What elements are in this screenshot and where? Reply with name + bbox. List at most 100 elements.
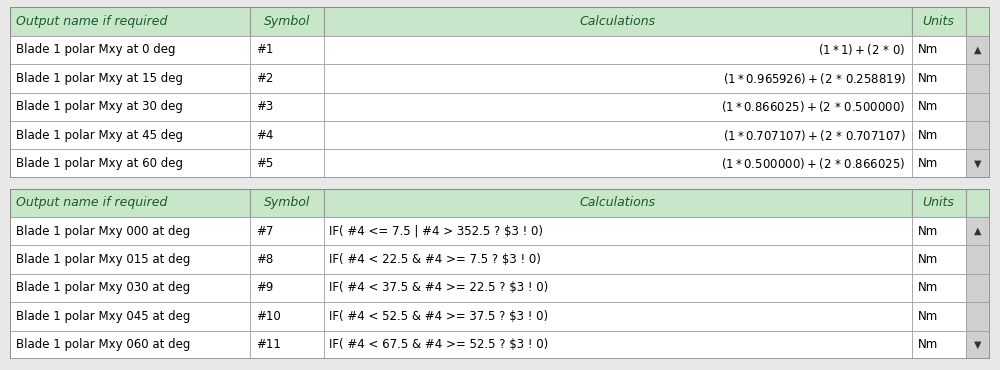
- Bar: [10, 245, 250, 274]
- Bar: [250, 36, 324, 64]
- Bar: [10, 330, 250, 359]
- Bar: [10, 217, 250, 245]
- Text: Nm: Nm: [917, 157, 938, 170]
- Text: Nm: Nm: [917, 72, 938, 85]
- Text: Output name if required: Output name if required: [16, 15, 167, 28]
- Bar: [250, 92, 324, 121]
- Text: Nm: Nm: [917, 43, 938, 57]
- Text: #4: #4: [256, 128, 273, 142]
- Bar: [324, 64, 912, 92]
- Text: Blade 1 polar Mxy at 45 deg: Blade 1 polar Mxy at 45 deg: [16, 128, 183, 142]
- Bar: [10, 36, 250, 64]
- Text: Nm: Nm: [917, 128, 938, 142]
- Text: Nm: Nm: [917, 100, 938, 113]
- Text: #9: #9: [256, 282, 273, 295]
- Bar: [966, 245, 990, 274]
- Bar: [324, 36, 912, 64]
- Bar: [250, 245, 324, 274]
- Text: Units: Units: [923, 196, 954, 209]
- Text: #8: #8: [256, 253, 273, 266]
- Bar: [250, 189, 324, 217]
- Text: Nm: Nm: [917, 282, 938, 295]
- Bar: [324, 149, 912, 178]
- Bar: [912, 36, 966, 64]
- Bar: [250, 7, 324, 36]
- Bar: [324, 92, 912, 121]
- Bar: [912, 330, 966, 359]
- Text: ($1 * 0.866025) + ($2 * 0.500000): ($1 * 0.866025) + ($2 * 0.500000): [721, 99, 906, 114]
- Bar: [10, 302, 250, 330]
- Text: Blade 1 polar Mxy 060 at deg: Blade 1 polar Mxy 060 at deg: [16, 338, 190, 351]
- Bar: [324, 189, 912, 217]
- Bar: [912, 92, 966, 121]
- Bar: [966, 64, 990, 92]
- Text: Blade 1 polar Mxy 030 at deg: Blade 1 polar Mxy 030 at deg: [16, 282, 190, 295]
- Bar: [250, 149, 324, 178]
- Text: Nm: Nm: [917, 225, 938, 238]
- Bar: [912, 217, 966, 245]
- Bar: [966, 330, 990, 359]
- Bar: [324, 330, 912, 359]
- Text: ▲: ▲: [974, 226, 981, 236]
- Text: Blade 1 polar Mxy at 60 deg: Blade 1 polar Mxy at 60 deg: [16, 157, 183, 170]
- Text: Nm: Nm: [917, 310, 938, 323]
- Bar: [250, 217, 324, 245]
- Text: IF( #4 < 37.5 & #4 >= 22.5 ? $3 ! 0): IF( #4 < 37.5 & #4 >= 22.5 ? $3 ! 0): [329, 282, 549, 295]
- Bar: [10, 64, 250, 92]
- Text: ▼: ▼: [974, 158, 981, 168]
- Text: Blade 1 polar Mxy at 30 deg: Blade 1 polar Mxy at 30 deg: [16, 100, 183, 113]
- Bar: [912, 274, 966, 302]
- Bar: [966, 189, 990, 217]
- Bar: [10, 121, 250, 149]
- Bar: [250, 302, 324, 330]
- Bar: [324, 302, 912, 330]
- Bar: [966, 302, 990, 330]
- Text: Symbol: Symbol: [264, 196, 310, 209]
- Text: #10: #10: [256, 310, 281, 323]
- Text: IF( #4 <= 7.5 | #4 > 352.5 ? $3 ! 0): IF( #4 <= 7.5 | #4 > 352.5 ? $3 ! 0): [329, 225, 543, 238]
- Bar: [966, 274, 990, 302]
- Text: Units: Units: [923, 15, 954, 28]
- Bar: [966, 92, 990, 121]
- Bar: [912, 7, 966, 36]
- Bar: [324, 121, 912, 149]
- Text: ($1 * 0.965926) + ($2 * 0.258819): ($1 * 0.965926) + ($2 * 0.258819): [723, 71, 906, 86]
- Text: ▲: ▲: [974, 45, 981, 55]
- Bar: [250, 64, 324, 92]
- Bar: [250, 274, 324, 302]
- Text: Calculations: Calculations: [580, 196, 656, 209]
- Text: Output name if required: Output name if required: [16, 196, 167, 209]
- Text: Nm: Nm: [917, 338, 938, 351]
- Text: IF( #4 < 67.5 & #4 >= 52.5 ? $3 ! 0): IF( #4 < 67.5 & #4 >= 52.5 ? $3 ! 0): [329, 338, 549, 351]
- Text: Blade 1 polar Mxy at 15 deg: Blade 1 polar Mxy at 15 deg: [16, 72, 183, 85]
- Bar: [324, 217, 912, 245]
- Bar: [10, 92, 250, 121]
- Text: Blade 1 polar Mxy at 0 deg: Blade 1 polar Mxy at 0 deg: [16, 43, 175, 57]
- Text: Blade 1 polar Mxy 000 at deg: Blade 1 polar Mxy 000 at deg: [16, 225, 190, 238]
- Text: Calculations: Calculations: [580, 15, 656, 28]
- Text: Symbol: Symbol: [264, 15, 310, 28]
- Bar: [912, 189, 966, 217]
- Bar: [10, 149, 250, 178]
- Bar: [324, 7, 912, 36]
- Text: #2: #2: [256, 72, 273, 85]
- Bar: [966, 36, 990, 64]
- Bar: [912, 121, 966, 149]
- Text: Nm: Nm: [917, 253, 938, 266]
- Bar: [10, 189, 250, 217]
- Bar: [10, 274, 250, 302]
- Text: IF( #4 < 52.5 & #4 >= 37.5 ? $3 ! 0): IF( #4 < 52.5 & #4 >= 37.5 ? $3 ! 0): [329, 310, 549, 323]
- Bar: [966, 121, 990, 149]
- Text: ($1 * 0.500000) + ($2 * 0.866025): ($1 * 0.500000) + ($2 * 0.866025): [721, 156, 906, 171]
- Text: ($1 * 0.707107) + ($2 * 0.707107): ($1 * 0.707107) + ($2 * 0.707107): [723, 128, 906, 142]
- Text: Blade 1 polar Mxy 045 at deg: Blade 1 polar Mxy 045 at deg: [16, 310, 190, 323]
- Bar: [10, 7, 250, 36]
- Bar: [966, 149, 990, 178]
- Bar: [250, 121, 324, 149]
- Bar: [324, 274, 912, 302]
- Bar: [966, 217, 990, 245]
- Bar: [966, 7, 990, 36]
- Bar: [250, 330, 324, 359]
- Text: ▼: ▼: [974, 340, 981, 350]
- Text: #5: #5: [256, 157, 273, 170]
